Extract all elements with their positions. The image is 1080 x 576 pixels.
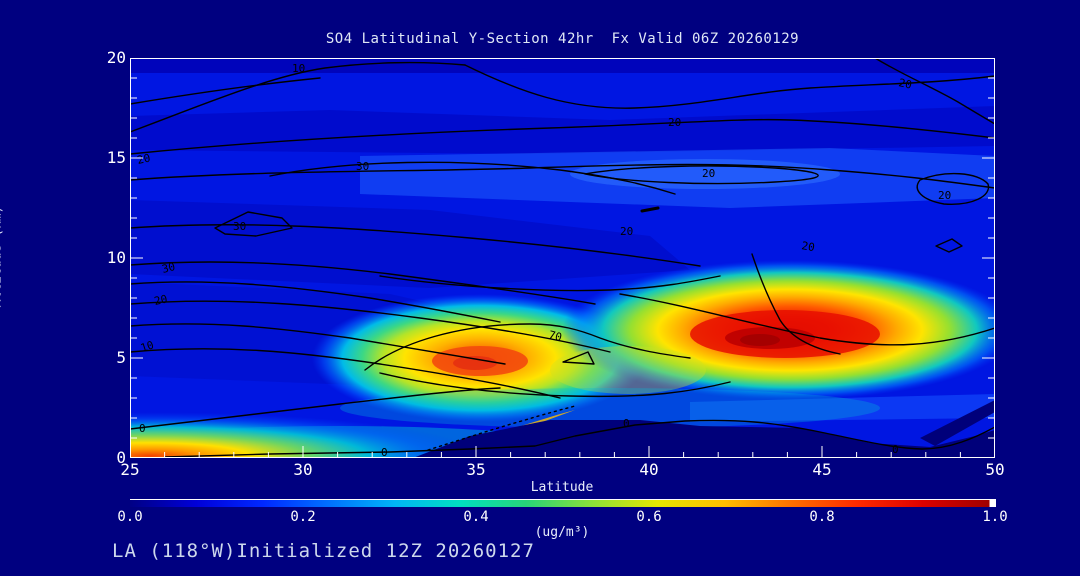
contour-label: 20: [897, 76, 913, 91]
contour-label: 30: [356, 160, 369, 173]
y-tick-5: 5: [116, 348, 126, 367]
y-tick-20: 20: [106, 48, 126, 67]
so4-cross-section: 10 20 30 30 30 20 10 0 0 70 0 0 20 20 20…: [0, 57, 1018, 500]
contour-label: 0: [381, 446, 388, 458]
contour-label: 20: [668, 116, 681, 129]
contour-label: 30: [161, 260, 177, 276]
heatmap-field: [0, 58, 1018, 500]
plot-title: SO4 Latitudinal Y-Section 42hr Fx Valid …: [325, 31, 800, 47]
contour-label: 10: [139, 338, 156, 354]
colorbar-tick-0.4: 0.4: [463, 509, 489, 525]
terrain-silhouette: [413, 400, 995, 458]
y-tick-15: 15: [106, 148, 126, 167]
x-tick-50: 50: [985, 460, 1005, 479]
plot-area: 10 20 30 30 30 20 10 0 0 70 0 0 20 20 20…: [0, 57, 1018, 500]
x-tick-35: 35: [466, 460, 486, 479]
x-tick-25: 25: [120, 460, 140, 479]
y-tick-0: 0: [116, 448, 126, 467]
contour-label: 0: [139, 422, 146, 435]
contour-label: 30: [233, 220, 246, 233]
colorbar-tick-1.0: 1.0: [982, 509, 1008, 525]
x-tick-40: 40: [639, 460, 659, 479]
plot-frame: [130, 58, 995, 458]
contour-label: 20: [153, 292, 169, 307]
overlay-contours: [129, 57, 996, 458]
contour-label: 20: [800, 239, 815, 254]
contour-label: 20: [702, 167, 715, 180]
colorbar-units-label: (ug/m³): [534, 525, 590, 540]
contour-label: 0: [623, 417, 630, 430]
colorbar-tick-0.2: 0.2: [290, 509, 316, 525]
colorbar-tick-0.0: 0.0: [117, 509, 143, 525]
colorbar-tick-0.6: 0.6: [636, 509, 662, 525]
contour-value-labels: 10 20 30 30 30 20 10 0 0 70 0 0 20 20 20…: [136, 62, 951, 459]
contour-label: 70: [547, 328, 563, 344]
contour-label: 0: [892, 443, 899, 456]
colorbar-tick-0.8: 0.8: [809, 509, 835, 525]
contour-label: 10: [292, 62, 305, 75]
contour-label: 20: [938, 189, 951, 202]
y-tick-10: 10: [106, 248, 126, 267]
colorbar-gradient: [130, 499, 996, 507]
x-tick-45: 45: [812, 460, 832, 479]
x-axis-label: Latitude: [530, 480, 594, 495]
init-info-text: LA (118°W)Initialized 12Z 20260127: [112, 540, 535, 562]
y-axis-label: Altitude (km): [0, 205, 5, 308]
contour-label: 20: [136, 151, 152, 166]
contour-label: 20: [620, 225, 633, 238]
x-tick-30: 30: [293, 460, 313, 479]
